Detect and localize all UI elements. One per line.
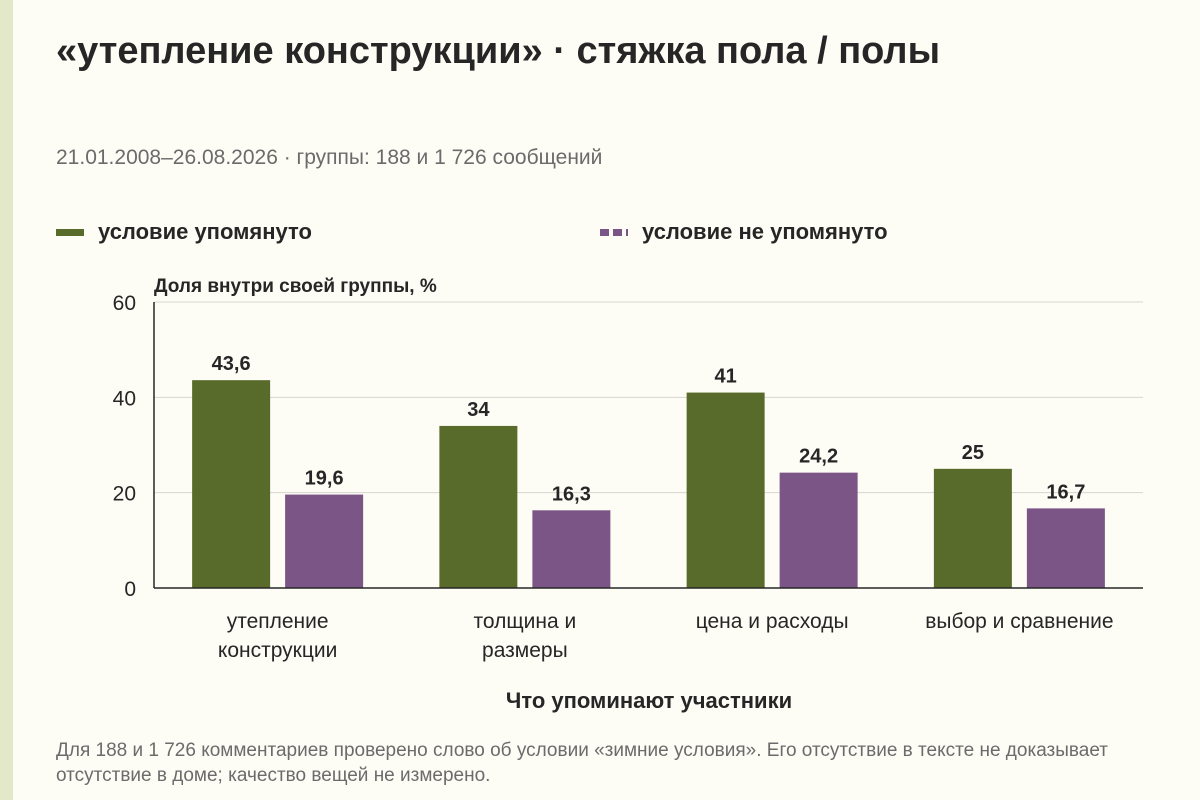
- bar-mentioned: [686, 392, 765, 588]
- chart-subtitle: 21.01.2008–26.08.2026 · группы: 188 и 1 …: [56, 146, 603, 169]
- x-axis-label: Что упоминают участники: [506, 688, 792, 713]
- legend-label-mentioned: условие упомянуто: [98, 219, 312, 244]
- y-tick-label: 60: [113, 292, 136, 315]
- bars: 43,6 19,6 34 16,3 41 24,2 25 16,7: [192, 353, 1105, 588]
- bar-mentioned: [192, 380, 271, 588]
- x-tick-label: размеры: [482, 639, 568, 662]
- x-tick-label: выбор и сравнение: [925, 610, 1113, 633]
- legend-item-mentioned: условие упомянуто: [56, 219, 312, 245]
- data-label: 41: [715, 366, 737, 388]
- data-label: 25: [962, 442, 984, 464]
- axes: 0 20 40 60 утепление конструкции толщина и разм…: [113, 292, 1143, 662]
- data-label: 34: [467, 399, 490, 421]
- legend-label-not-mentioned: условие не упомянуто: [642, 219, 888, 244]
- legend-item-not-mentioned: условие не упомянуто: [600, 219, 888, 245]
- data-label: 24,2: [799, 446, 838, 468]
- bar-not-mentioned: [1026, 508, 1105, 588]
- bar-not-mentioned: [532, 510, 611, 588]
- data-label: 16,3: [552, 483, 591, 505]
- gridlines: [154, 301, 1143, 494]
- x-tick-label: цена и расходы: [696, 610, 849, 633]
- footnote: Для 188 и 1 726 комментариев проверено с…: [56, 740, 1108, 786]
- left-accent-stripe: [0, 0, 13, 800]
- bar-mentioned: [933, 468, 1012, 588]
- bar-not-mentioned: [779, 472, 858, 588]
- chart-title: «утепление конструкции» · стяжка пола / …: [56, 30, 941, 72]
- bar-chart: Доля внутри своей группы, % Что упоминаю…: [113, 276, 1143, 713]
- y-tick-label: 40: [113, 387, 136, 410]
- y-axis-label: Доля внутри своей группы, %: [154, 276, 437, 297]
- x-tick-label: утепление: [227, 610, 329, 633]
- legend-swatch-dashed: [600, 228, 628, 236]
- bar-mentioned: [439, 425, 518, 588]
- y-tick-label: 20: [113, 483, 136, 506]
- x-tick-label: толщина и: [474, 610, 577, 633]
- legend-swatch-solid: [56, 228, 84, 236]
- data-label: 43,6: [212, 353, 251, 375]
- data-label: 19,6: [305, 468, 344, 490]
- bar-not-mentioned: [285, 494, 364, 588]
- data-label: 16,7: [1046, 481, 1085, 503]
- x-tick-label: конструкции: [218, 639, 337, 662]
- y-tick-label: 0: [124, 578, 136, 601]
